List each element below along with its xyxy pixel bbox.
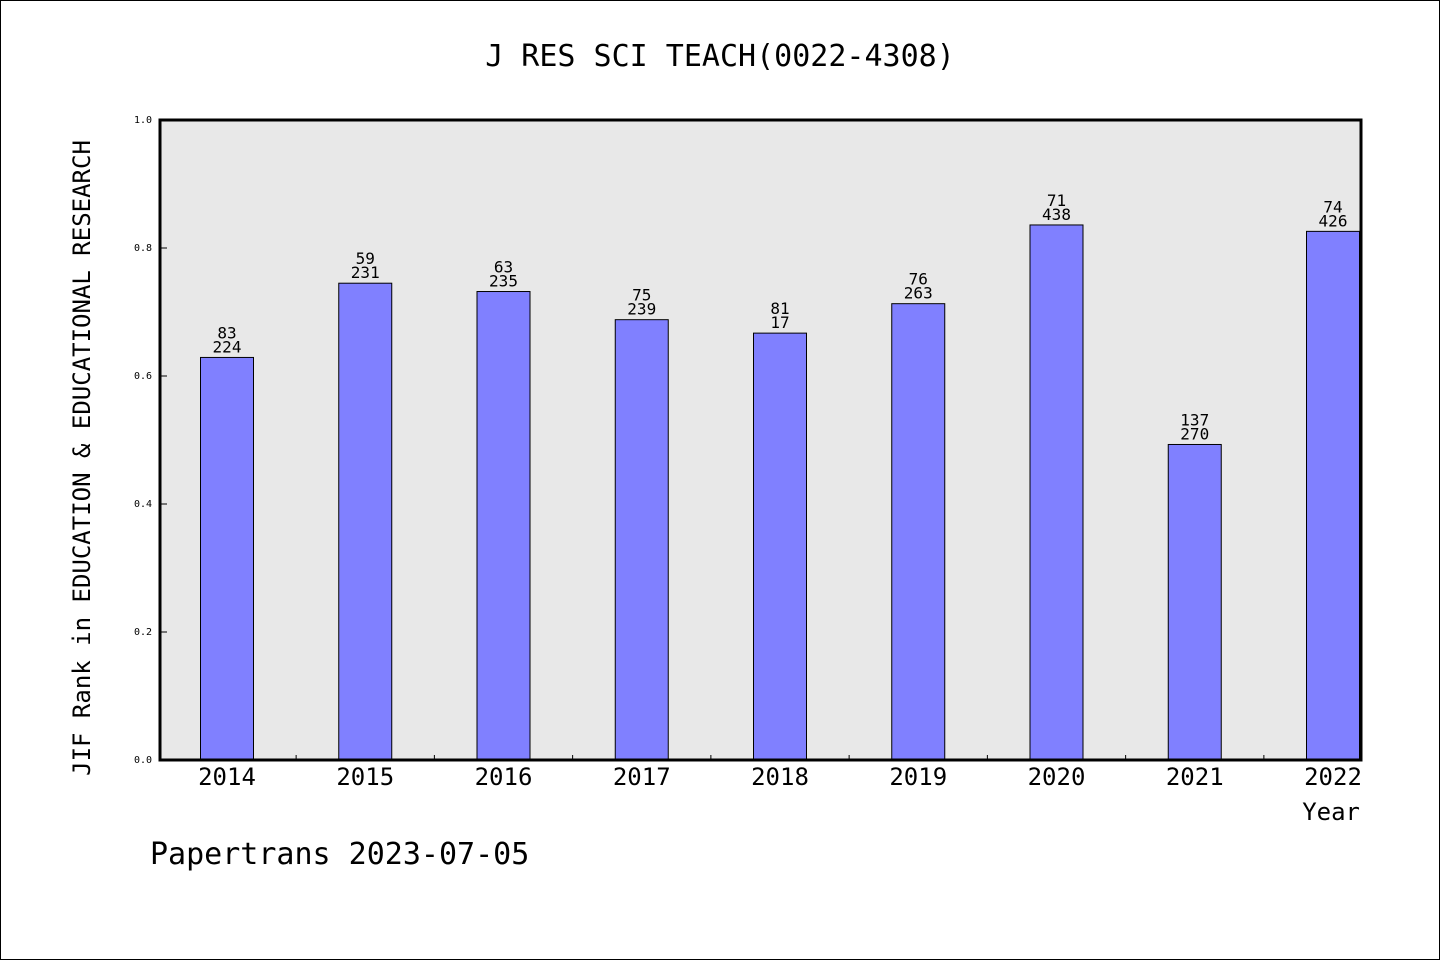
bar-total-label: 224 bbox=[213, 337, 242, 356]
ticks-layer: 2014 2015 2016 2017 2018 2019 2020 2021 2022 0.0 0… bbox=[134, 115, 1362, 791]
bar-2017 bbox=[614, 319, 669, 761]
x-tick-label: 2018 bbox=[751, 763, 809, 791]
y-tick-label: 0.8 bbox=[134, 243, 152, 254]
bar-rank-label: 63 bbox=[494, 258, 513, 277]
y-tick-label: 0.2 bbox=[134, 627, 152, 638]
bar-rank-label: 137 bbox=[1180, 410, 1209, 429]
bar-total-label: 235 bbox=[489, 272, 518, 291]
bar-2018 bbox=[753, 332, 807, 761]
bar-2019 bbox=[891, 303, 946, 761]
bar-total-label: 270 bbox=[1180, 424, 1209, 443]
bar-rank-label: 83 bbox=[217, 323, 236, 342]
bar-rank-label: 76 bbox=[909, 270, 928, 289]
bar-rank-label: 59 bbox=[356, 249, 375, 268]
bar-total-label: 426 bbox=[1319, 211, 1348, 230]
x-tick-label: 2020 bbox=[1028, 763, 1086, 791]
chart-title: J RES SCI TEACH(0022-4308) bbox=[485, 39, 955, 74]
bar-2014 bbox=[200, 356, 254, 761]
plot-border bbox=[158, 118, 1363, 762]
y-tick-label: 1.0 bbox=[134, 115, 152, 126]
bar-total-label: 263 bbox=[904, 284, 933, 303]
bar-total-label: 231 bbox=[351, 263, 380, 282]
bar-total-label: 239 bbox=[627, 300, 656, 319]
bar-2020 bbox=[1029, 224, 1084, 761]
x-tick-label: 2022 bbox=[1304, 763, 1362, 791]
bar-2016 bbox=[476, 291, 531, 761]
bar-2022 bbox=[1306, 230, 1360, 761]
bar-rank-label: 74 bbox=[1323, 197, 1342, 216]
x-tick-label: 2014 bbox=[198, 763, 256, 791]
bar-rank-label: 75 bbox=[632, 286, 651, 305]
bar-total-label: 438 bbox=[1042, 205, 1071, 224]
y-tick-label: 0.4 bbox=[134, 499, 152, 510]
x-tick-label: 2016 bbox=[475, 763, 533, 791]
bar-2015 bbox=[338, 282, 393, 761]
x-tick-label: 2017 bbox=[613, 763, 671, 791]
footer-credit: Papertrans 2023-07-05 bbox=[150, 837, 529, 872]
bar-2021 bbox=[1167, 443, 1222, 761]
x-axis-label: Year bbox=[1302, 798, 1360, 826]
y-axis-label: JIF Rank in EDUCATION & EDUCATIONAL RESE… bbox=[68, 140, 96, 776]
x-tick-label: 2019 bbox=[889, 763, 947, 791]
y-tick-label: 0.6 bbox=[134, 371, 152, 382]
x-tick-label: 2015 bbox=[336, 763, 394, 791]
bar-rank-label: 81 bbox=[770, 299, 789, 318]
y-tick-label: 0.0 bbox=[134, 755, 152, 766]
bar-total-label: 17 bbox=[770, 313, 789, 332]
bar-rank-label: 71 bbox=[1047, 191, 1066, 210]
x-tick-label: 2021 bbox=[1166, 763, 1224, 791]
